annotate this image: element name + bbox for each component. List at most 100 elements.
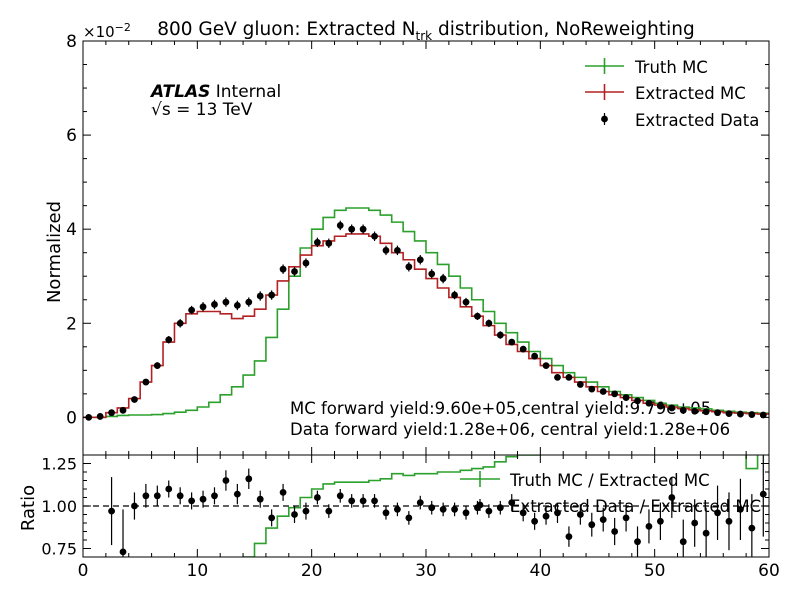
xtick-label: 0 (78, 561, 89, 581)
extracted-data-point (668, 404, 676, 412)
ratio-extracted-data-extracted-mc-point (519, 509, 527, 517)
extracted-data-point (565, 373, 573, 381)
extracted-data-point (508, 338, 516, 346)
ratio-extracted-data-extracted-mc-point (714, 509, 721, 517)
xtick-label: 20 (301, 561, 323, 581)
extracted-data-point (428, 270, 436, 278)
ratio-extracted-data-extracted-mc-point (153, 492, 161, 500)
extracted-data-point (371, 232, 378, 240)
extracted-data-point (96, 413, 104, 420)
ratio-extracted-data-extracted-mc-point (622, 514, 630, 522)
extracted-data-point (256, 292, 264, 300)
mc-yield-annotation: MC forward yield:9.60e+05,central yield:… (290, 399, 711, 418)
ratio-extracted-data-extracted-mc-point (222, 477, 230, 484)
legend-label-extracted-mc: Extracted MC (635, 84, 746, 103)
ratio-extracted-data-extracted-mc-point (336, 492, 344, 500)
main-ytick-label: 2 (66, 314, 77, 334)
ratio-extracted-data-extracted-mc-point (576, 511, 584, 518)
extracted-data-point (737, 410, 744, 418)
ratio-extracted-data-extracted-mc-point (542, 512, 550, 520)
extracted-data-point (153, 362, 161, 370)
main-ytick-label: 4 (66, 220, 77, 240)
ratio-extracted-data-extracted-mc-point (656, 517, 664, 525)
ratio-ytick-label: 0.75 (41, 540, 77, 559)
xtick-label: 10 (187, 561, 209, 581)
extracted-data-point (165, 336, 173, 344)
ratio-extracted-data-extracted-mc-point (599, 516, 607, 523)
extracted-data-point (108, 409, 115, 417)
extracted-data-point (451, 291, 458, 299)
ratio-extracted-data-extracted-mc-point (485, 507, 493, 515)
ratio-extracted-data-extracted-mc-point (268, 514, 276, 522)
xtick-label: 30 (415, 561, 437, 581)
extracted-data-point (359, 225, 367, 233)
extracted-data-point (656, 402, 664, 410)
extracted-data-point (336, 222, 344, 229)
extracted-data-point (634, 397, 641, 405)
ratio-extracted-data-extracted-mc-point (439, 506, 447, 513)
extracted-data-point (142, 378, 150, 386)
ratio-legend-marker-1-point (476, 501, 484, 509)
data-yield-annotation: Data forward yield:1.28e+06, central yie… (290, 420, 730, 439)
ratio-extracted-data-extracted-mc-point (554, 509, 561, 517)
extracted-data-point (759, 411, 767, 419)
extracted-data-point (199, 303, 207, 311)
xtick-label: 40 (530, 561, 552, 581)
extracted-data-point (188, 306, 196, 314)
ratio-extracted-data-extracted-mc-point (233, 490, 241, 498)
ratio-extracted-data-extracted-mc-point (142, 492, 150, 500)
ratio-extracted-data-extracted-mc-point (199, 495, 207, 503)
ratio-legend-label-truth: Truth MC / Extracted MC (509, 471, 710, 490)
extracted-data-point (233, 301, 241, 309)
ratio-extracted-data-extracted-mc-point (668, 494, 676, 501)
extracted-data-point (394, 246, 401, 254)
ratio-plot-area (83, 455, 769, 557)
ratio-extracted-data-extracted-mc-point (462, 509, 470, 517)
ratio-extracted-data-extracted-mc-point (759, 490, 767, 498)
ratio-extracted-data-extracted-mc-point (691, 519, 699, 527)
extracted-data-point (268, 291, 276, 299)
extracted-data-point (348, 225, 356, 233)
ratio-extracted-data-extracted-mc-point (588, 521, 596, 529)
energy-label: √s = 13 TeV (151, 100, 253, 120)
ratio-extracted-data-extracted-mc-point (211, 492, 218, 500)
extracted-data-point (176, 319, 184, 327)
ratio-extracted-data-extracted-mc-point (256, 495, 264, 503)
ratio-extracted-data-extracted-mc-point (508, 499, 516, 506)
ratio-extracted-data-extracted-mc-point (416, 499, 424, 506)
ratio-extracted-data-extracted-mc-point (325, 507, 333, 515)
ratio-ytick-label: 1.00 (41, 497, 77, 516)
extracted-data-point (439, 275, 447, 282)
legend-label-extracted-data: Extracted Data (635, 111, 759, 130)
ratio-extracted-data-extracted-mc-point (108, 507, 115, 515)
ratio-extracted-data-extracted-mc-point (359, 497, 367, 505)
ratio-extracted-data-extracted-mc-point (702, 529, 710, 537)
extracted-data-point (325, 239, 333, 247)
extracted-data-point (714, 409, 721, 417)
extracted-data-point (245, 298, 253, 306)
atlas-label: ATLAS Internal (149, 82, 281, 102)
ratio-extracted-data-extracted-mc-point (737, 506, 744, 513)
extracted-data-point (725, 410, 733, 417)
ratio-extracted-data-extracted-mc-point (119, 548, 127, 556)
ratio-extracted-data-extracted-mc-point (679, 538, 687, 546)
extracted-data-point (599, 388, 607, 395)
ratio-extracted-data-extracted-mc-point (394, 506, 401, 513)
extracted-data-point (302, 259, 310, 267)
extracted-data-point (474, 312, 481, 320)
extracted-data-point (519, 345, 527, 353)
extracted-data-point (576, 381, 584, 388)
extracted-data-point (462, 298, 470, 306)
ratio-extracted-data-extracted-mc-point (313, 494, 321, 501)
ratio-truth-mc-extracted-mc-line (243, 455, 759, 557)
extracted-data-point (222, 298, 230, 306)
xtick-label: 50 (644, 561, 666, 581)
ratio-extracted-data-extracted-mc-point (382, 509, 390, 517)
ratio-extracted-data-extracted-mc-point (302, 507, 310, 515)
extracted-data-point (131, 396, 138, 403)
xtick-label: 60 (758, 561, 780, 581)
ratio-extracted-data-extracted-mc-point (428, 504, 436, 512)
main-ylabel: Normalized (44, 201, 65, 303)
legend-marker-2-point (601, 115, 608, 123)
